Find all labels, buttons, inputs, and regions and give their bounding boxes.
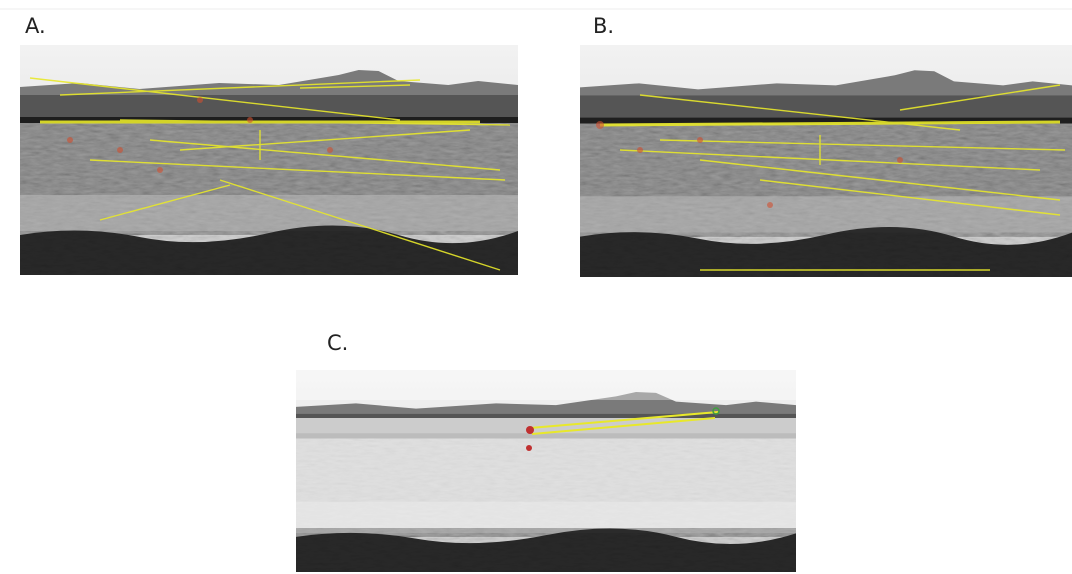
panel-a-image xyxy=(20,45,518,275)
panel-label: A. xyxy=(25,14,46,38)
panel-b-image xyxy=(580,45,1072,277)
figure: A. B. C. xyxy=(0,0,1072,574)
figure-canvas: A. B. C. xyxy=(0,0,1072,574)
panel-label: C. xyxy=(327,331,348,355)
panel-label: B. xyxy=(593,14,614,38)
panel-c-image xyxy=(296,370,796,572)
